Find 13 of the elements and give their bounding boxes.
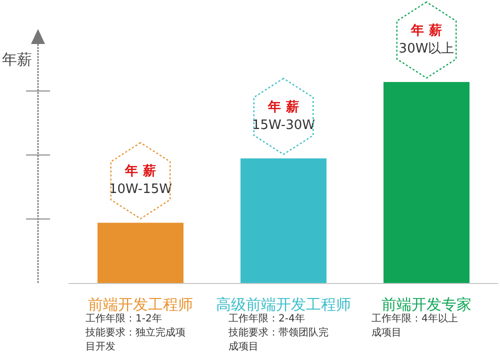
annotation: 年 薪 30W以上 bbox=[398, 22, 454, 56]
text: 成项目 bbox=[372, 326, 402, 338]
x-tick-label: 前端开发工程师 bbox=[88, 296, 193, 314]
y-axis-title: 年薪 bbox=[2, 50, 32, 68]
annotation: 年 薪 10W-15W bbox=[109, 163, 172, 198]
text: 技能要求：独立完成项目开发 bbox=[84, 326, 186, 352]
annotation: 年 薪 15W-30W bbox=[252, 98, 316, 133]
x-tick-label: 前端开发专家 bbox=[382, 296, 472, 314]
text: 工作年限：4年以上 bbox=[372, 312, 458, 324]
text: 工作年限：2-4年 bbox=[228, 312, 305, 324]
text: 技能要求：带领团队完成项目 bbox=[228, 326, 328, 352]
text: 工作年限：1-2年 bbox=[86, 312, 162, 324]
x-tick-label: 高级前端开发工程师 bbox=[216, 296, 351, 314]
